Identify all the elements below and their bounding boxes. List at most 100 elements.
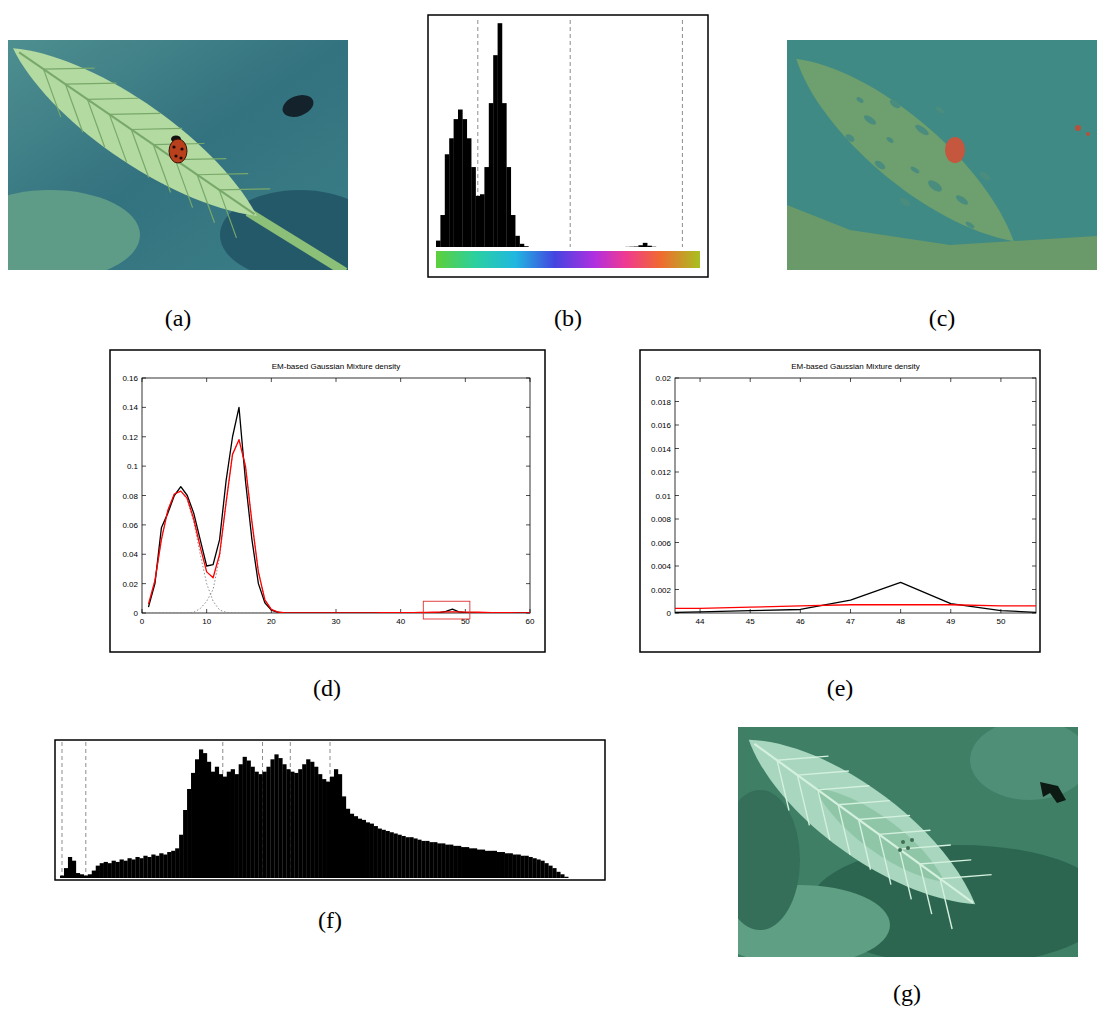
- segment-spot: [1086, 132, 1090, 136]
- bar: [274, 754, 278, 878]
- vein: [93, 114, 144, 162]
- bar: [342, 796, 346, 878]
- bar: [493, 851, 497, 878]
- bar: [239, 764, 243, 878]
- vein: [44, 45, 95, 93]
- bar: [525, 856, 529, 878]
- plot-area: [148, 407, 530, 613]
- x-tick: [750, 378, 751, 382]
- vein: [27, 69, 78, 117]
- bar: [594, 247, 599, 248]
- bar: [378, 829, 382, 878]
- threshold-line: [85, 742, 86, 878]
- bar: [421, 841, 425, 878]
- bar: [544, 863, 548, 878]
- bar: [454, 119, 459, 247]
- bar: [382, 830, 386, 878]
- bar: [674, 247, 679, 248]
- bar: [425, 841, 429, 878]
- ladybug-dot: [180, 147, 183, 150]
- bar: [687, 247, 692, 248]
- x-tick-label: 20: [267, 617, 276, 626]
- bar: [608, 247, 613, 248]
- bar: [76, 873, 80, 878]
- x-tick-label: 48: [896, 617, 905, 626]
- bar: [678, 247, 683, 248]
- x-tick-label: 0: [140, 617, 145, 626]
- y-tick: [526, 554, 530, 555]
- vein: [180, 175, 231, 223]
- y-tick: [675, 378, 679, 379]
- photo-g: [738, 727, 1078, 957]
- bar: [227, 772, 231, 878]
- bar: [350, 814, 354, 878]
- bar: [251, 767, 255, 878]
- bar: [155, 856, 159, 878]
- vein: [114, 129, 165, 177]
- bar: [290, 772, 294, 878]
- segment-hole: [978, 170, 991, 182]
- photo-c: [787, 40, 1097, 270]
- leaf-veins: [738, 727, 993, 930]
- y-tick: [142, 466, 146, 467]
- bar: [691, 247, 696, 248]
- vein: [158, 160, 209, 208]
- segment-hole: [910, 165, 920, 174]
- bar: [409, 837, 413, 878]
- bar: [493, 55, 498, 247]
- panel-label: (c): [929, 305, 956, 331]
- x-tick: [142, 378, 143, 382]
- bar: [195, 759, 199, 878]
- segment-hole: [965, 220, 975, 229]
- bar: [638, 245, 643, 247]
- y-tick: [142, 554, 146, 555]
- y-tick: [1032, 589, 1036, 590]
- y-tick: [526, 407, 530, 408]
- y-tick: [142, 436, 146, 437]
- x-tick: [400, 378, 401, 382]
- bar: [405, 837, 409, 878]
- vein: [197, 150, 248, 198]
- bar: [520, 244, 525, 247]
- quantized-region: [738, 790, 800, 930]
- bar: [247, 761, 251, 878]
- bar: [147, 857, 151, 878]
- bar: [577, 247, 582, 248]
- bar: [120, 859, 124, 878]
- bar: [540, 861, 544, 878]
- panel-label: (f): [318, 907, 342, 933]
- x-tick-label: 50: [996, 617, 1005, 626]
- bar: [72, 861, 76, 878]
- bar: [104, 862, 108, 878]
- y-tick-label: 0.12: [122, 433, 138, 442]
- vein: [71, 99, 122, 147]
- bar: [521, 856, 525, 878]
- panel-frame: [428, 15, 708, 277]
- bar: [346, 809, 350, 878]
- plot-area: [675, 582, 1036, 613]
- bar: [131, 859, 135, 878]
- y-tick: [675, 495, 679, 496]
- y-tick: [526, 495, 530, 496]
- bar: [108, 863, 112, 878]
- vein: [839, 820, 890, 870]
- x-tick: [465, 378, 466, 382]
- bar: [528, 247, 533, 248]
- threshold-line: [570, 20, 571, 247]
- bar: [68, 857, 72, 878]
- bar: [489, 851, 493, 878]
- series-line: [148, 440, 530, 613]
- vein: [49, 84, 100, 132]
- bar: [469, 848, 473, 878]
- panel-frame: [110, 350, 545, 652]
- y-tick: [142, 495, 146, 496]
- bar: [682, 247, 687, 248]
- bar: [502, 103, 507, 247]
- y-tick-label: 0.16: [122, 374, 138, 383]
- bar: [564, 877, 568, 878]
- x-tick-label: 40: [396, 617, 405, 626]
- figure: EM-based Gaussian Mixture density0102030…: [0, 0, 1118, 1016]
- panel-label: (a): [165, 305, 192, 331]
- y-tick-label: 0.08: [122, 492, 138, 501]
- vein: [777, 733, 828, 783]
